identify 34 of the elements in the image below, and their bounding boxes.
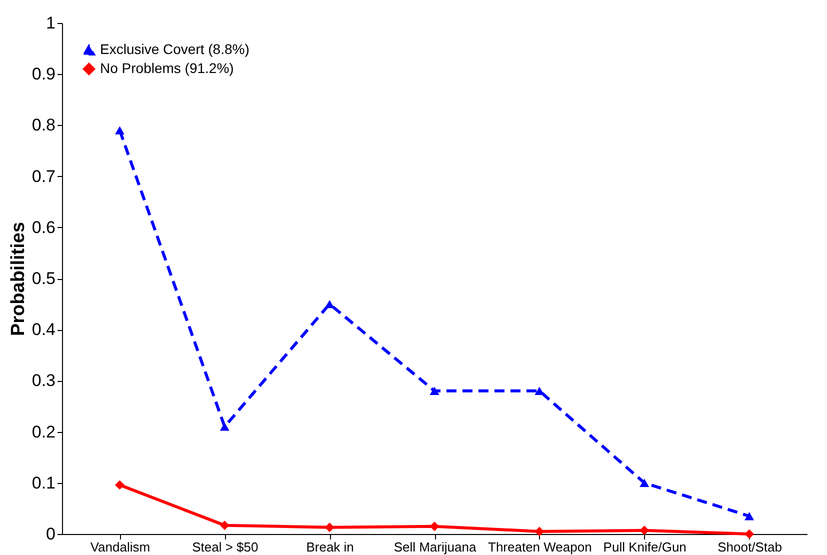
point bbox=[220, 422, 230, 431]
y-tick-label: 0.4 bbox=[32, 320, 56, 340]
y-tick-label: 0 bbox=[46, 524, 56, 544]
x-tick-label: Threaten Weapon bbox=[488, 540, 592, 554]
x-tick-label: Break in bbox=[306, 540, 354, 554]
point bbox=[744, 512, 754, 520]
x-tick-label: Shoot/Stab bbox=[718, 540, 782, 554]
point bbox=[534, 526, 544, 536]
point bbox=[430, 522, 440, 532]
point bbox=[324, 300, 334, 308]
x-tick-label: Pull Knife/Gun bbox=[603, 540, 686, 554]
legend-label: Exclusive Covert (8.8%) bbox=[100, 41, 250, 57]
x-tick-label: Steal > $50 bbox=[192, 540, 258, 554]
y-tick-label: 0.5 bbox=[32, 269, 56, 288]
y-tick-label: 1 bbox=[46, 14, 56, 32]
y-tick-label: 0.3 bbox=[32, 371, 56, 390]
point bbox=[220, 520, 230, 530]
point bbox=[744, 529, 754, 539]
legend-label: No Problems (91.2%) bbox=[100, 60, 234, 76]
y-tick-label: 0.8 bbox=[32, 116, 56, 135]
point bbox=[324, 522, 334, 532]
y-tick-label: 0.7 bbox=[32, 166, 56, 186]
y-axis-title: Probabilities bbox=[8, 222, 29, 336]
y-tick-label: 0.1 bbox=[32, 473, 56, 492]
x-tick-label: Sell Marijuana bbox=[394, 540, 477, 554]
y-tick-label: 0.2 bbox=[32, 422, 56, 442]
point bbox=[114, 480, 124, 490]
y-tick-label: 0.6 bbox=[32, 218, 56, 237]
x-tick-label: Vandalism bbox=[90, 540, 150, 554]
point bbox=[640, 526, 650, 536]
y-tick-label: 0.9 bbox=[32, 64, 56, 84]
point bbox=[430, 386, 440, 396]
point bbox=[640, 478, 650, 488]
point bbox=[114, 126, 124, 134]
